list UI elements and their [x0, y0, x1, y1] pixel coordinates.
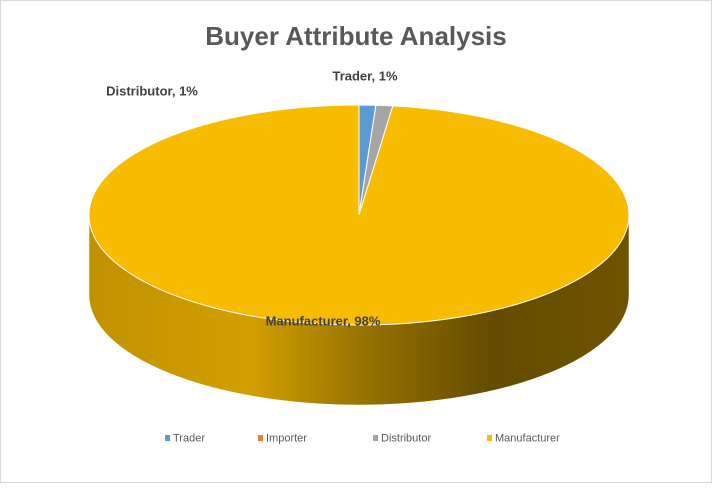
data-label: Distributor, 1%	[106, 83, 198, 98]
data-label: Trader, 1%	[332, 68, 397, 83]
data-label: Manufacturer, 98%	[266, 313, 381, 328]
legend-swatch	[487, 435, 492, 441]
legend-label: Distributor	[381, 432, 431, 444]
legend-swatch	[165, 435, 170, 441]
pie-slice	[88, 104, 630, 326]
legend-label: Manufacturer	[495, 432, 560, 444]
chart-title: Buyer Attribute Analysis	[205, 21, 506, 51]
legend-swatch	[258, 435, 263, 441]
legend-label: Trader	[173, 432, 205, 444]
legend-swatch	[373, 435, 378, 441]
legend-label: Importer	[266, 432, 307, 444]
